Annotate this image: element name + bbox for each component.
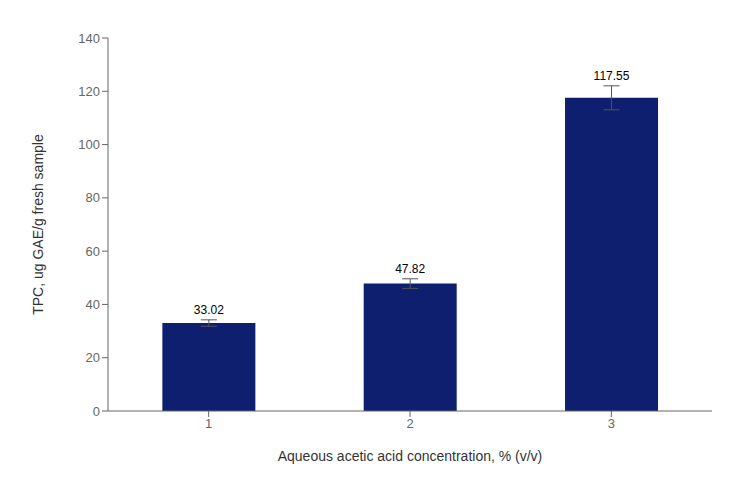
- svg-text:140: 140: [78, 31, 100, 46]
- svg-text:117.55: 117.55: [594, 69, 630, 83]
- svg-text:0: 0: [93, 404, 100, 419]
- svg-text:60: 60: [86, 244, 100, 259]
- svg-text:40: 40: [86, 297, 100, 312]
- svg-text:3: 3: [608, 416, 615, 431]
- svg-text:Aqueous acetic acid concentrat: Aqueous acetic acid concentration, % (v/…: [278, 448, 543, 464]
- svg-text:20: 20: [86, 350, 100, 365]
- svg-text:80: 80: [86, 190, 100, 205]
- svg-text:100: 100: [78, 137, 100, 152]
- svg-text:1: 1: [205, 416, 212, 431]
- svg-text:120: 120: [78, 84, 100, 99]
- svg-text:33.02: 33.02: [194, 303, 224, 317]
- svg-text:2: 2: [406, 416, 413, 431]
- svg-text:47.82: 47.82: [395, 262, 425, 276]
- svg-text:TPC, ug GAE/g fresh sample: TPC, ug GAE/g fresh sample: [30, 134, 46, 315]
